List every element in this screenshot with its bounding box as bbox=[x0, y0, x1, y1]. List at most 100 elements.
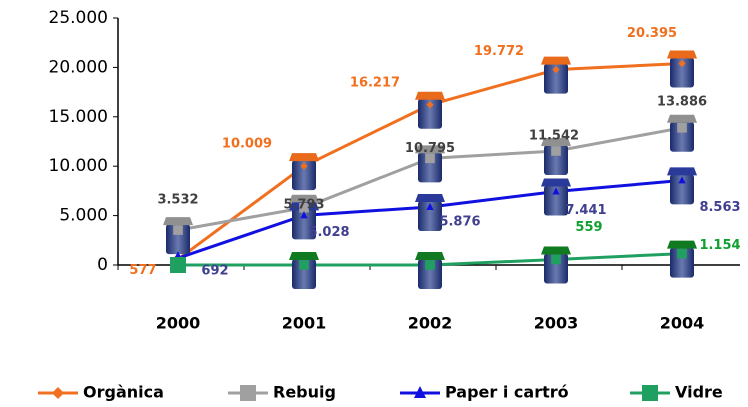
value-label: 559 bbox=[575, 220, 602, 235]
bin-icon bbox=[289, 153, 319, 191]
bin-lid bbox=[289, 252, 319, 260]
bin-icon bbox=[667, 114, 697, 152]
bin-body bbox=[544, 185, 568, 216]
legend-label: Rebuig bbox=[273, 383, 336, 402]
bin-lid bbox=[667, 240, 697, 249]
y-tick-label: 20.000 bbox=[49, 57, 108, 77]
value-label: 10.795 bbox=[405, 141, 455, 156]
bin-body bbox=[670, 247, 694, 278]
point bbox=[425, 153, 435, 164]
bin-icon bbox=[163, 217, 193, 255]
bin-body bbox=[418, 152, 442, 183]
value-label: 7.441 bbox=[565, 203, 606, 218]
bin-icon bbox=[667, 50, 697, 88]
y-tick-label: 25.000 bbox=[49, 8, 108, 28]
bin-lid bbox=[415, 91, 445, 100]
bin-lid bbox=[541, 56, 571, 65]
value-label: 10.009 bbox=[222, 137, 272, 152]
value-label: 3.532 bbox=[157, 193, 198, 208]
bin-icon bbox=[289, 252, 319, 289]
value-label: 19.772 bbox=[474, 44, 524, 59]
y-tick-label: 5.000 bbox=[59, 206, 108, 226]
bin-lid bbox=[415, 145, 445, 154]
bin-lid bbox=[289, 153, 319, 162]
y-tick-label: 15.000 bbox=[49, 107, 108, 127]
point bbox=[425, 260, 435, 270]
bin-body bbox=[292, 259, 316, 289]
value-label: 8.563 bbox=[699, 200, 740, 215]
point bbox=[426, 202, 434, 210]
x-tick-label: 2004 bbox=[660, 314, 705, 333]
bin-body bbox=[544, 144, 568, 175]
value-label: 16.217 bbox=[350, 75, 400, 90]
point bbox=[677, 248, 687, 259]
value-label: 1.154 bbox=[699, 238, 740, 253]
legend-marker bbox=[642, 385, 658, 401]
bin-body bbox=[670, 121, 694, 152]
point bbox=[678, 176, 686, 184]
bin-lid bbox=[541, 246, 571, 255]
x-tick-label: 2003 bbox=[534, 314, 579, 333]
value-label: 5.793 bbox=[283, 197, 324, 212]
value-label: 20.395 bbox=[627, 26, 677, 41]
bin-body bbox=[544, 253, 568, 284]
bin-body bbox=[292, 209, 316, 240]
bin-icon bbox=[667, 167, 697, 205]
bin-icon bbox=[541, 246, 571, 284]
value-label: 577 bbox=[129, 263, 156, 278]
bin-lid bbox=[541, 137, 571, 146]
legend-label: Paper i cartró bbox=[445, 383, 569, 402]
bin-body bbox=[418, 259, 442, 289]
value-label: 5.876 bbox=[439, 214, 480, 229]
bin-lid bbox=[667, 167, 697, 176]
bin-lid bbox=[541, 178, 571, 187]
bin-icon bbox=[541, 56, 571, 94]
bin-icon bbox=[541, 137, 571, 175]
bin-icon bbox=[415, 145, 445, 183]
point bbox=[300, 211, 308, 219]
y-tick-label: 10.000 bbox=[49, 156, 108, 176]
point bbox=[551, 146, 561, 156]
bin-body bbox=[544, 63, 568, 94]
bin-icon bbox=[415, 91, 445, 129]
value-label: 692 bbox=[201, 264, 228, 279]
bin-icon bbox=[667, 240, 697, 278]
bin-lid bbox=[667, 114, 697, 123]
x-tick-label: 2001 bbox=[282, 314, 327, 333]
bin-body bbox=[292, 160, 316, 191]
point bbox=[552, 187, 560, 195]
bin-body bbox=[670, 174, 694, 205]
bin-lid bbox=[415, 193, 445, 202]
point bbox=[173, 225, 183, 235]
legend-marker bbox=[414, 386, 426, 398]
legend-marker bbox=[52, 387, 64, 399]
y-tick-label: 0 bbox=[97, 255, 108, 275]
legend-label: Vidre bbox=[675, 383, 723, 402]
bin-icon bbox=[415, 252, 445, 289]
bin-body bbox=[670, 57, 694, 88]
bin-lid bbox=[415, 252, 445, 260]
x-tick-label: 2000 bbox=[156, 314, 201, 333]
point bbox=[552, 66, 560, 74]
legend-marker bbox=[240, 385, 256, 401]
point bbox=[170, 257, 186, 273]
value-label: 13.886 bbox=[657, 94, 707, 109]
bin-icon bbox=[415, 193, 445, 231]
bin-icon bbox=[541, 178, 571, 216]
point bbox=[426, 101, 434, 109]
bin-body bbox=[418, 200, 442, 231]
bin-lid bbox=[163, 217, 193, 226]
bin-body bbox=[166, 224, 190, 255]
point bbox=[300, 162, 308, 170]
bin-body bbox=[418, 98, 442, 129]
x-tick-label: 2002 bbox=[408, 314, 453, 333]
bin-lid bbox=[289, 194, 319, 203]
value-label: 11.542 bbox=[529, 128, 579, 143]
bin-lid bbox=[667, 50, 697, 59]
point bbox=[299, 202, 309, 213]
legend-label: Orgànica bbox=[83, 383, 164, 402]
point bbox=[677, 123, 687, 133]
value-label: 5.028 bbox=[308, 225, 349, 240]
point bbox=[299, 260, 309, 270]
